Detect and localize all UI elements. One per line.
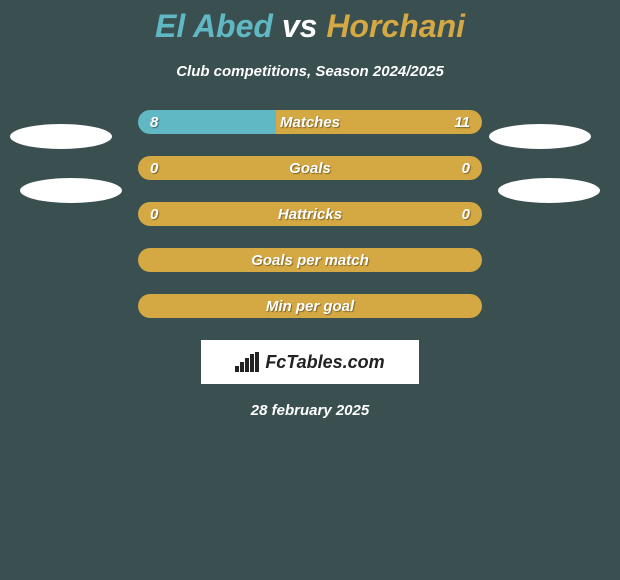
- subtitle: Club competitions, Season 2024/2025: [0, 63, 620, 80]
- player2-name: Horchani: [326, 8, 465, 44]
- avatar-ellipse: [20, 178, 122, 203]
- vs-text: vs: [282, 8, 318, 44]
- avatar-ellipse: [10, 124, 112, 149]
- player1-name: El Abed: [155, 8, 273, 44]
- stat-row: 0Goals0: [138, 156, 482, 180]
- stat-row: 8Matches11: [138, 110, 482, 134]
- avatar-ellipse: [489, 124, 591, 149]
- stat-value-player2: 0: [462, 206, 470, 223]
- stat-label: Goals: [138, 160, 482, 177]
- stat-row: Goals per match: [138, 248, 482, 272]
- logo-text: FcTables.com: [265, 352, 384, 373]
- chart-icon: [235, 352, 261, 372]
- stat-row: 0Hattricks0: [138, 202, 482, 226]
- date: 28 february 2025: [0, 402, 620, 419]
- stat-label: Goals per match: [138, 252, 482, 269]
- stat-label: Matches: [138, 114, 482, 131]
- stat-value-player2: 0: [462, 160, 470, 177]
- stat-label: Hattricks: [138, 206, 482, 223]
- stat-label: Min per goal: [138, 298, 482, 315]
- title: El Abed vs Horchani: [0, 0, 620, 45]
- stat-value-player2: 11: [454, 114, 470, 131]
- logo-box[interactable]: FcTables.com: [201, 340, 419, 384]
- avatar-ellipse: [498, 178, 600, 203]
- stat-row: Min per goal: [138, 294, 482, 318]
